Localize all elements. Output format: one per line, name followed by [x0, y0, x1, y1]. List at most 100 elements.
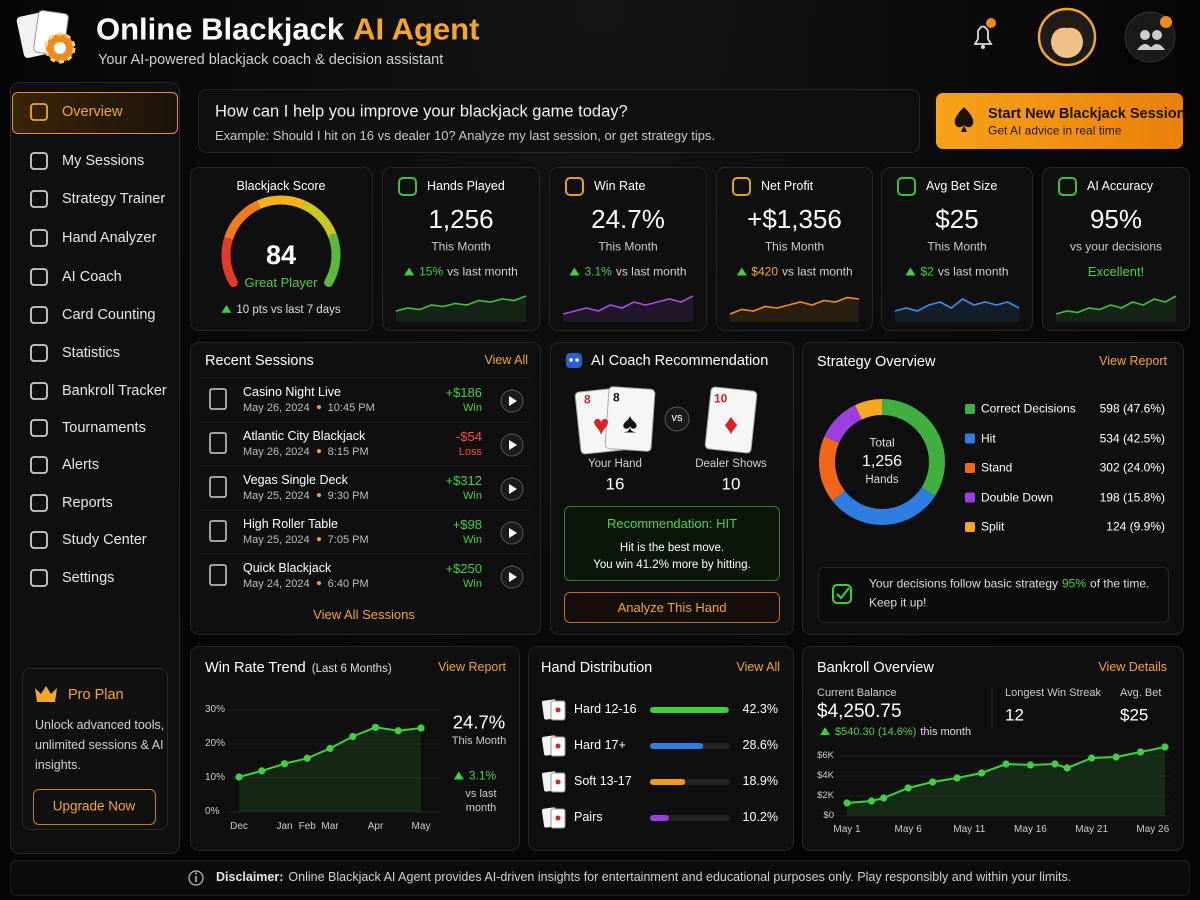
hand-value: 28.6% [742, 738, 778, 753]
legend-swatch [965, 522, 975, 532]
nav-item[interactable]: Hand Analyzer [62, 229, 157, 246]
x-tick-label: May 1 [833, 823, 861, 835]
nav-active-bg [12, 92, 178, 134]
bankroll-point [977, 769, 986, 777]
vs-badge [664, 406, 690, 432]
legend-name: Double Down [981, 490, 1054, 504]
spade-icon [954, 107, 974, 132]
cta-subtitle[interactable]: Get AI advice in real time [988, 123, 1122, 138]
nav-item[interactable]: AI Coach [62, 268, 122, 285]
session-icon [209, 432, 227, 454]
session-time: 6:40 PM [327, 578, 369, 591]
nav-icon [30, 419, 48, 437]
avatar-face [1051, 26, 1083, 58]
nav-icon [30, 229, 48, 247]
cta-button[interactable] [936, 93, 1183, 149]
avg-bet-value: $25 [1120, 705, 1149, 725]
nav-item[interactable]: Alerts [62, 456, 100, 473]
stat-icon [398, 177, 417, 196]
session-name: Quick Blackjack [243, 561, 332, 576]
session-name: Vegas Single Deck [243, 473, 348, 488]
score-change: 10 pts vs last 7 days [221, 303, 341, 317]
bankroll-point [1026, 761, 1035, 769]
cta-title[interactable]: Start New Blackjack Session [988, 105, 1186, 122]
nav-item[interactable]: Settings [62, 569, 115, 586]
bankroll-point [1051, 760, 1059, 768]
nav-item[interactable]: Card Counting [62, 306, 156, 323]
bankroll-point [880, 794, 888, 802]
nav-icon [30, 456, 48, 474]
win-trend-link[interactable]: View Report [438, 660, 506, 675]
up-arrow-shape [905, 267, 916, 276]
nav-item[interactable]: Reports [62, 494, 113, 511]
session-amount: +$312 [445, 472, 482, 488]
sparkline [1055, 295, 1177, 315]
x-tick-label: Feb [298, 820, 316, 832]
analyze-button-label[interactable]: Analyze This Hand [617, 599, 727, 615]
sessions-footer[interactable]: View All Sessions [313, 606, 415, 622]
session-icon [209, 520, 227, 542]
analyze-button[interactable] [564, 592, 780, 623]
disclaimer-text: Online Blackjack AI Agent provides AI-dr… [288, 870, 1072, 885]
trend-point [394, 727, 402, 735]
nav-item[interactable]: Study Center [62, 531, 147, 548]
note-text: Your decisions follow basic strategy [869, 576, 1058, 591]
upgrade-button[interactable] [33, 789, 156, 825]
stat-label: Win Rate [594, 179, 646, 194]
sessions-link[interactable]: View All [484, 353, 528, 368]
upgrade-button-label[interactable]: Upgrade Now [52, 798, 136, 814]
session-date: May 24, 2024 [243, 578, 310, 591]
bankroll-link[interactable]: View Details [1098, 660, 1167, 675]
pro-plan-text: Unlock advanced tools, unlimited session… [35, 718, 165, 772]
note-pct: 95% [1062, 576, 1087, 591]
session-icon [209, 476, 227, 498]
balance-value: $4,250.75 [817, 701, 902, 723]
nav-icon [30, 306, 48, 324]
session-icon [209, 388, 227, 410]
group-icon [1137, 44, 1165, 50]
hand-value: 10.2% [742, 810, 778, 825]
strategy-link[interactable]: View Report [1099, 354, 1167, 369]
legend-value: 534 (42.5%) [1099, 431, 1165, 445]
card-rank: 10 [714, 391, 728, 406]
stat-period: This Month [764, 239, 825, 254]
nav-item[interactable]: Overview [62, 103, 123, 120]
bankroll-point [1088, 754, 1096, 762]
trend-change: 3.1% [453, 769, 496, 784]
sparkline [395, 295, 527, 312]
nav-item[interactable]: Bankroll Tracker [62, 382, 167, 399]
nav-item[interactable]: Strategy Trainer [62, 190, 166, 207]
legend-value: 302 (24.0%) [1099, 460, 1165, 475]
session-amount: +$98 [452, 516, 482, 532]
stat-label: AI Accuracy [1087, 179, 1153, 194]
recommendation-detail: Hit is the best move. [619, 541, 725, 554]
hand-dist-link[interactable]: View All [736, 660, 780, 675]
nav-item[interactable]: Tournaments [62, 419, 146, 436]
session-time: 10:45 PM [327, 402, 375, 415]
play-icon [509, 528, 517, 538]
trend-area [239, 727, 421, 812]
y-tick-label: 20% [205, 737, 226, 749]
sparkline-area [730, 297, 859, 322]
up-arrow-shape [404, 267, 415, 276]
title-accent: AI Agent [353, 11, 480, 47]
bankroll-point [929, 778, 937, 786]
prompt-box [198, 89, 920, 153]
strategy-note-text: Your decisions follow basic strategy 95% o… [869, 577, 1149, 592]
trend-point [303, 754, 311, 762]
nav-item[interactable]: My Sessions [62, 152, 145, 169]
bar [650, 815, 669, 821]
balance-label: Current Balance [817, 687, 897, 700]
coach-title: AI Coach Recommendation [591, 352, 769, 369]
nav-icon [30, 569, 48, 587]
session-result: Win [463, 578, 482, 591]
donut-segment [824, 405, 863, 444]
avatar-hair [1050, 18, 1085, 38]
recommendation-title: Recommendation: HIT [606, 515, 738, 531]
up-arrow [404, 267, 415, 276]
up-arrow-shape [453, 771, 464, 780]
up-arrow [905, 267, 916, 276]
play-icon [509, 572, 517, 582]
bankroll-title: Bankroll Overview [817, 659, 934, 676]
nav-item[interactable]: Statistics [62, 344, 121, 361]
